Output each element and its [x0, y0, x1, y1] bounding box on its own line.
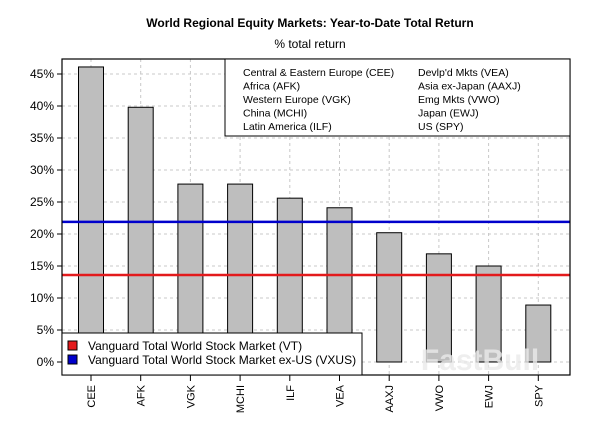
category-legend: Central & Eastern Europe (CEE) Africa (AF…: [224, 58, 571, 137]
y-tick-label: 25%: [30, 195, 54, 209]
bar-AFK: [127, 106, 154, 363]
y-tick-label: 15%: [30, 259, 54, 273]
bar-MCHI: [227, 183, 254, 363]
y-tick-label: 40%: [30, 99, 54, 113]
y-tick-label: 30%: [30, 163, 54, 177]
x-tick-label: EWJ: [484, 385, 496, 408]
chart-title: World Regional Equity Markets: Year-to-D…: [146, 16, 473, 30]
x-tick-label: AAXJ: [384, 385, 396, 413]
x-tick-label: SPY: [533, 384, 545, 407]
y-tick-label: 20%: [30, 227, 54, 241]
bar-VWO: [425, 253, 452, 363]
x-tick-label: VWO: [434, 385, 446, 412]
category-legend-item: Japan (EWJ): [418, 108, 479, 120]
x-tick-label: ILF: [285, 385, 297, 401]
legend-swatch: [67, 354, 78, 365]
x-axis: CEE AFK VGK MCHI ILF VEA AAXJ VWO EWJ SPY: [86, 375, 545, 413]
category-legend-item: Devlp'd Mkts (VEA): [418, 67, 509, 79]
x-tick-label: CEE: [86, 385, 98, 408]
bar-EWJ: [475, 265, 502, 363]
chart-subtitle: % total return: [274, 37, 345, 51]
line-legend-label: Vanguard Total World Stock Market ex-US …: [88, 353, 356, 367]
bar-CEE: [78, 66, 104, 363]
x-tick-label: MCHI: [235, 385, 247, 413]
x-tick-label: VEA: [335, 384, 347, 407]
y-tick-label: 10%: [30, 291, 54, 305]
category-legend-item: Latin America (ILF): [243, 121, 332, 133]
category-legend-item: Africa (AFK): [243, 81, 300, 93]
category-legend-item: Emg Mkts (VWO): [418, 94, 500, 106]
bar-AAXJ: [376, 232, 403, 363]
watermark: FastBull: [421, 344, 539, 377]
y-tick-label: 0%: [37, 355, 55, 369]
bar-SPY: [525, 304, 552, 363]
category-legend-item: Central & Eastern Europe (CEE): [243, 67, 394, 79]
line-legend-label: Vanguard Total World Stock Market (VT): [88, 339, 302, 353]
category-legend-item: Asia ex-Japan (AAXJ): [418, 81, 521, 93]
category-legend-item: US (SPY): [418, 121, 464, 133]
y-tick-label: 45%: [30, 67, 54, 81]
category-legend-item: China (MCHI): [243, 108, 307, 120]
legend-swatch: [67, 340, 78, 351]
reference-lines: [62, 220, 570, 277]
y-tick-label: 35%: [30, 131, 54, 145]
line-legend-box: [61, 332, 363, 376]
line-legend: Vanguard Total World Stock Market (VT)Va…: [61, 332, 363, 376]
x-tick-label: VGK: [185, 384, 197, 408]
y-axis: 0% 5% 10% 15% 20% 25% 30% 35% 40% 45%: [30, 67, 62, 369]
y-tick-label: 5%: [37, 323, 55, 337]
x-tick-label: AFK: [136, 384, 148, 406]
category-legend-item: Western Europe (VGK): [243, 94, 351, 106]
category-legend-box: [224, 58, 571, 137]
